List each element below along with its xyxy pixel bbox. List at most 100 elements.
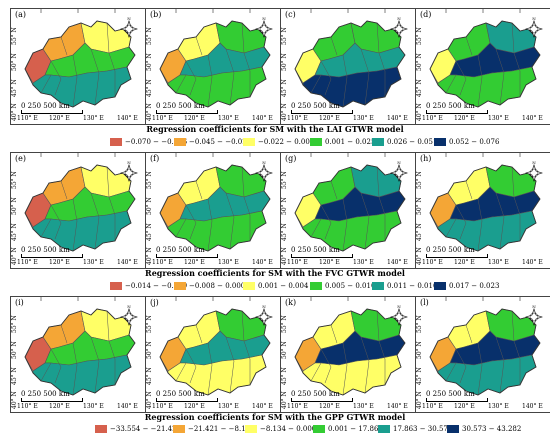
boundary-line	[376, 166, 380, 198]
boundary-line	[320, 60, 332, 96]
boundary-line	[207, 54, 213, 108]
longitude-label: 110° E	[152, 403, 173, 410]
boundary-line	[310, 218, 322, 238]
boundary-line	[90, 48, 100, 106]
longitude-label: 130° E	[488, 115, 509, 122]
boundary-line	[330, 36, 338, 56]
boundary-line	[90, 192, 100, 250]
boundary-line	[106, 310, 110, 342]
boundary-line	[185, 204, 197, 240]
boundary-line	[72, 54, 78, 108]
longitude-label: 140° E	[522, 115, 543, 122]
latitude-label: 50° N	[146, 341, 153, 359]
map-a: N	[24, 9, 138, 108]
legend-item: −0.045 − −0.023	[174, 137, 251, 147]
scale-bar	[291, 110, 353, 114]
north-arrow-icon: N	[120, 304, 138, 326]
legend-item: 17.863 − 30.572	[378, 424, 452, 434]
scale-bar	[21, 254, 83, 258]
map-h: N	[429, 153, 543, 252]
boundary-line	[495, 336, 505, 394]
basin-outline	[294, 164, 406, 252]
compass-label: N	[262, 304, 266, 309]
latitude-label: 40° N	[416, 391, 423, 409]
latitude-label: 45° N	[11, 79, 18, 97]
panel-label: (c)	[285, 10, 296, 19]
north-arrow-icon: N	[525, 16, 543, 38]
longitude-label: 110° E	[152, 259, 173, 266]
map-panel-a: N (a) 0 250 500 km 110° E 120° E 130° E 140°…	[10, 8, 146, 125]
basin-outline	[429, 164, 541, 252]
map-panel-i: N (i) 0 250 500 km 110° E 120° E 130° E 140°…	[10, 296, 146, 413]
boundary-line	[330, 324, 338, 344]
boundary-line	[342, 54, 348, 108]
scale-bar	[291, 254, 353, 258]
longitude-label: 130° E	[218, 115, 239, 122]
legend-item: −8.134 − 0.000	[245, 424, 316, 434]
legend-item: −21.421 − −8.135	[173, 424, 255, 434]
panel-label: (b)	[150, 10, 162, 19]
boundary-line	[455, 348, 467, 384]
legend-label: 0.011 − 0.016	[387, 282, 438, 290]
longitude-label: 110° E	[152, 115, 173, 122]
map-panel-l: N (l) 0 250 500 km 110° E 120° E 130° E 140°…	[415, 296, 550, 413]
scale-label: 0 250 500 km	[156, 390, 205, 398]
longitude-label: 130° E	[353, 403, 374, 410]
map-g: N	[294, 153, 408, 252]
latitude-label: 40° N	[416, 247, 423, 265]
boundary-line	[455, 204, 467, 240]
boundary-line	[477, 342, 483, 396]
legend-item: 30.573 − 43.282	[447, 424, 521, 434]
boundary-line	[60, 324, 68, 344]
longitude-label: 140° E	[387, 403, 408, 410]
scale-label: 0 250 500 km	[156, 246, 205, 254]
north-arrow-icon: N	[525, 160, 543, 182]
panel-label: (g)	[285, 154, 297, 163]
scale-bar	[156, 110, 218, 114]
latitude-label: 55° N	[281, 315, 288, 333]
boundary-line	[241, 310, 245, 342]
boundary-line	[40, 74, 52, 94]
compass-label: N	[397, 160, 401, 165]
longitude-label: 130° E	[488, 403, 509, 410]
longitude-label: 110° E	[287, 403, 308, 410]
compass-label: N	[397, 304, 401, 309]
legend-swatch	[243, 138, 255, 146]
longitude-label: 110° E	[422, 403, 443, 410]
boundary-line	[455, 60, 467, 96]
legend-swatch	[243, 282, 255, 290]
latitude-label: 50° N	[11, 197, 18, 215]
compass-label: N	[397, 16, 401, 21]
latitude-label: 50° N	[11, 53, 18, 71]
map-panel-d: N (d) 0 250 500 km 110° E 120° E 130° E 140°…	[415, 8, 550, 125]
legend-item: −0.008 − 0.000	[174, 281, 245, 291]
boundary-line	[378, 196, 386, 241]
latitude-label: 50° N	[281, 53, 288, 71]
longitude-label: 110° E	[287, 259, 308, 266]
latitude-label: 50° N	[281, 197, 288, 215]
legend-swatch	[310, 138, 322, 146]
basin-outline	[429, 20, 541, 108]
legend-swatch	[174, 138, 186, 146]
latitude-label: 40° N	[11, 103, 18, 121]
north-arrow-icon: N	[255, 304, 273, 326]
legend-swatch	[173, 425, 185, 433]
legend-label: 0.001 − 0.025	[325, 138, 376, 146]
scale-label: 0 250 500 km	[426, 246, 475, 254]
legend-label: 0.052 − 0.076	[449, 138, 500, 146]
panel-label: (l)	[420, 298, 429, 307]
boundary-line	[50, 348, 62, 384]
map-d: N	[429, 9, 543, 108]
boundary-line	[320, 348, 332, 384]
panel-label: (j)	[150, 298, 159, 307]
map-f: N	[159, 153, 273, 252]
boundary-line	[513, 52, 521, 97]
boundary-line	[310, 74, 322, 94]
longitude-label: 140° E	[117, 403, 138, 410]
longitude-label: 110° E	[422, 259, 443, 266]
legend-item: −0.022 − 0.000	[243, 137, 314, 147]
legend-item: 0.052 − 0.076	[434, 137, 499, 147]
legend-label: 0.026 − 0.051	[387, 138, 438, 146]
longitude-label: 140° E	[117, 115, 138, 122]
latitude-label: 45° N	[281, 367, 288, 385]
